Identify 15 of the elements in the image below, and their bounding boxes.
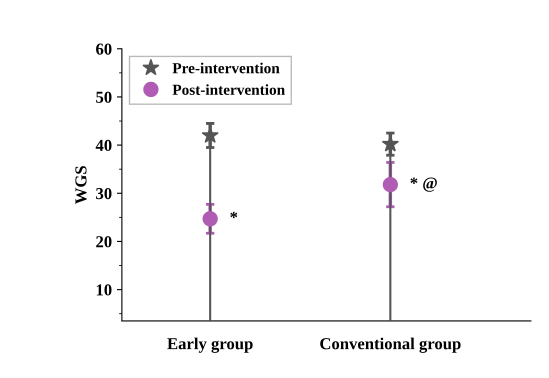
y-tick-label: 20 [96, 236, 112, 248]
point [382, 176, 398, 192]
y-tick-label: 60 [96, 43, 112, 55]
legend-label: Post-intervention [172, 84, 285, 95]
y-tick-label: 40 [96, 140, 112, 152]
y-tick-label: 50 [96, 92, 112, 103]
y-tick-label: 10 [96, 284, 112, 296]
legend-label: Pre-intervention [172, 62, 280, 74]
annotation: * [230, 212, 238, 218]
x-tick-label: Early group [167, 338, 253, 353]
y-tick-label: 30 [96, 188, 112, 200]
point [202, 211, 218, 226]
y-axis-title: WGS [75, 166, 87, 204]
x-tick-label: Conventional group [320, 338, 461, 353]
annotation: * @ [410, 178, 437, 192]
